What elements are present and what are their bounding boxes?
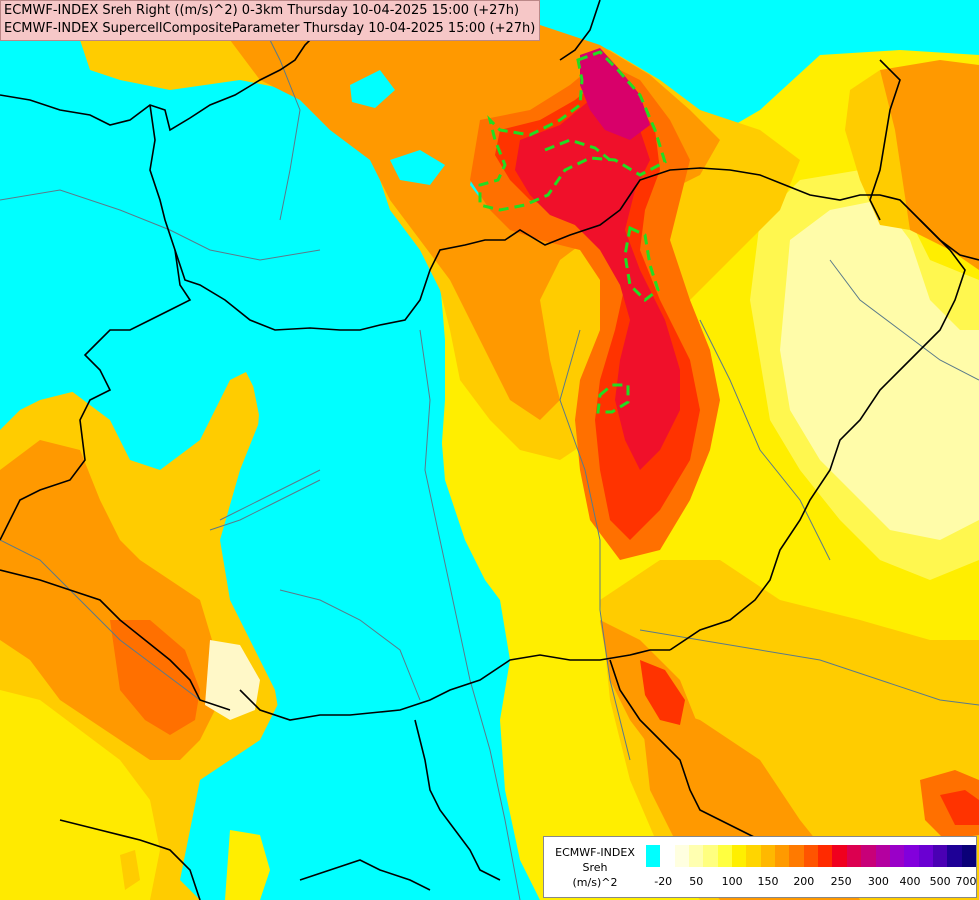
river-4 bbox=[699, 319, 831, 561]
field-lightyellow-east bbox=[750, 170, 979, 580]
legend-swatch bbox=[646, 845, 661, 867]
river-2 bbox=[419, 329, 521, 900]
legend-tick: 400 bbox=[899, 875, 921, 888]
legend-tick: 200 bbox=[793, 875, 815, 888]
legend-swatch bbox=[732, 845, 747, 867]
legend-tick: 700 bbox=[955, 875, 977, 888]
rivers bbox=[0, 19, 979, 900]
border-cz-at bbox=[0, 0, 336, 132]
legend-swatches bbox=[646, 845, 976, 867]
legend-swatch bbox=[674, 845, 690, 867]
border-hu-east bbox=[669, 219, 966, 651]
title-scp: ECMWF-INDEX SupercellCompositeParameter … bbox=[4, 21, 536, 36]
legend-swatch bbox=[875, 845, 890, 867]
field-orange-ne bbox=[880, 60, 979, 270]
border-sl-hr bbox=[0, 569, 231, 711]
legend-ticks: -20 50 100 150 200 250 300 400 500 700 bbox=[646, 875, 976, 891]
field-spot-4 bbox=[120, 850, 140, 890]
border-rs-south bbox=[414, 719, 501, 881]
scp-contour-north-inner bbox=[544, 138, 611, 162]
border-sk-at bbox=[149, 104, 979, 331]
scp-contour-south bbox=[596, 383, 630, 414]
field-yellow-west-sw bbox=[0, 690, 160, 900]
field-cyan-center bbox=[0, 90, 505, 900]
border-bih bbox=[299, 859, 431, 891]
legend-swatch bbox=[932, 845, 948, 867]
legend-tick: 50 bbox=[689, 875, 704, 888]
border-ro-north bbox=[559, 0, 601, 61]
field-yellow-west-bottom bbox=[225, 830, 270, 900]
river-10 bbox=[259, 19, 301, 221]
color-legend: ECMWF-INDEX Sreh (m/s)^2 -20 50 100 150 200 2… bbox=[543, 836, 977, 898]
legend-swatch bbox=[947, 845, 962, 867]
legend-unit: (m/s)^2 bbox=[572, 876, 618, 889]
legend-model: ECMWF-INDEX bbox=[555, 846, 635, 859]
field-magenta-core bbox=[580, 48, 650, 140]
legend-tick: 300 bbox=[867, 875, 889, 888]
legend-tick: 500 bbox=[929, 875, 951, 888]
legend-swatch bbox=[775, 845, 790, 867]
lake-balaton bbox=[209, 479, 321, 531]
legend-swatch bbox=[861, 845, 876, 867]
legend-swatch bbox=[961, 845, 976, 867]
river-5 bbox=[219, 469, 321, 521]
legend-swatch bbox=[846, 845, 862, 867]
legend-swatch bbox=[918, 845, 933, 867]
legend-swatch bbox=[746, 845, 761, 867]
legend-param: Sreh bbox=[582, 861, 608, 874]
legend-tick: 250 bbox=[830, 875, 852, 888]
river-1 bbox=[0, 189, 321, 261]
border-ua-north bbox=[869, 59, 901, 221]
border-hr-west-s bbox=[59, 819, 201, 900]
legend-swatch bbox=[660, 845, 675, 867]
border-hr-rs bbox=[609, 659, 761, 841]
field-cyan-north-hole3 bbox=[390, 150, 445, 185]
legend-swatch bbox=[818, 845, 833, 867]
legend-tick: 150 bbox=[757, 875, 779, 888]
field-cyan-north-hole bbox=[350, 70, 395, 108]
field-pale-west bbox=[205, 640, 260, 720]
field-gold-ne bbox=[845, 70, 910, 230]
border-hu-south bbox=[239, 649, 670, 721]
field-crimson-core bbox=[515, 100, 680, 470]
legend-swatch bbox=[717, 845, 733, 867]
legend-swatch bbox=[789, 845, 804, 867]
legend-swatch bbox=[803, 845, 819, 867]
legend-swatch bbox=[689, 845, 704, 867]
scp-contour-mid bbox=[623, 225, 660, 302]
legend-tick: 100 bbox=[721, 875, 743, 888]
map-title-box: ECMWF-INDEX Sreh Right ((m/s)^2) 0-3km T… bbox=[0, 0, 541, 41]
legend-swatch bbox=[832, 845, 847, 867]
legend-tick: -20 bbox=[654, 875, 673, 888]
legend-swatch bbox=[889, 845, 905, 867]
scp-contours bbox=[478, 50, 667, 414]
river-6 bbox=[639, 629, 979, 706]
legend-swatch bbox=[760, 845, 776, 867]
field-red-se-spot bbox=[940, 790, 979, 825]
title-sreh: ECMWF-INDEX Sreh Right ((m/s)^2) 0-3km T… bbox=[4, 3, 520, 18]
border-hu-west bbox=[0, 249, 192, 541]
legend-swatch bbox=[703, 845, 718, 867]
river-8 bbox=[279, 589, 421, 701]
scp-contour-north bbox=[478, 50, 667, 212]
river-7 bbox=[0, 539, 201, 701]
legend-label: ECMWF-INDEX Sreh (m/s)^2 bbox=[548, 845, 642, 890]
river-9 bbox=[829, 259, 979, 381]
field-red-south bbox=[640, 660, 685, 725]
river-3 bbox=[559, 329, 631, 761]
legend-swatch bbox=[904, 845, 919, 867]
